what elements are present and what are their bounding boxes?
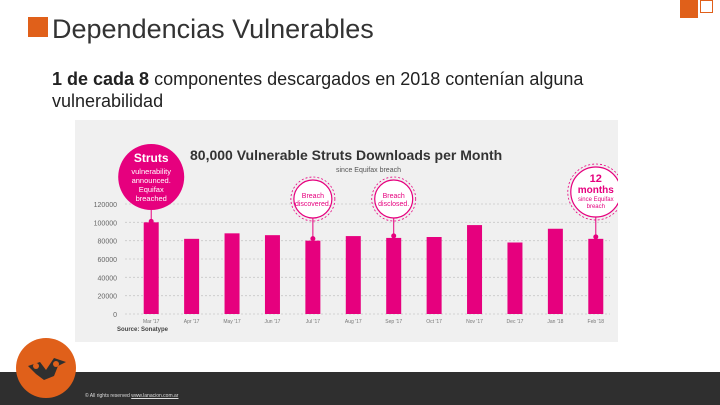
footer-copyright: © All rights reserved www.lanacion.com.a… (85, 393, 178, 399)
chart-subtitle: since Equifax breach (336, 167, 401, 174)
bar (547, 228, 563, 314)
annotation-text: discovered. (295, 201, 331, 208)
subtitle-bold-lead: 1 de cada 8 (52, 69, 150, 89)
chart-source: Source: Sonatype (117, 327, 169, 333)
x-tick-label: Feb '18 (588, 319, 605, 325)
bar (143, 222, 159, 314)
bar-chart: 80,000 Vulnerable Struts Downloads per M… (94, 144, 618, 333)
x-tick-label: Jun '17 (264, 319, 280, 325)
subtitle-text-line2: vulnerabilidad (52, 91, 164, 111)
x-tick-label: Oct '17 (426, 319, 442, 325)
bar (264, 235, 280, 314)
y-tick-label: 60000 (98, 257, 118, 264)
annotation-bubble (374, 179, 414, 219)
corner-decoration-outline (700, 0, 713, 13)
annotation-marker (148, 218, 154, 224)
annotation-text: disclosed. (378, 201, 409, 208)
footer-copyright-text: © All rights reserved (85, 393, 130, 399)
bar (305, 240, 321, 314)
annotation-text: Breach (302, 193, 324, 200)
bar (386, 237, 402, 314)
annotation-text: Breach (383, 193, 405, 200)
slide-subtitle: 1 de cada 8 componentes descargados en 2… (52, 68, 692, 112)
x-tick-label: Aug '17 (345, 319, 362, 325)
bar (588, 238, 604, 314)
x-tick-label: Jul '17 (306, 319, 321, 325)
annotation-marker (310, 236, 316, 242)
annotation-bubble (118, 144, 185, 210)
corner-decoration-square (680, 0, 698, 18)
annotation-marker (391, 233, 397, 239)
annotation-ring (371, 176, 417, 222)
annotation-text: breached (136, 194, 167, 203)
bar (345, 236, 361, 314)
annotation-text: announced. (132, 176, 171, 185)
y-tick-label: 120000 (94, 202, 117, 209)
chart-title: 80,000 Vulnerable Struts Downloads per M… (190, 147, 502, 163)
y-tick-label: 100000 (94, 220, 117, 227)
annotation-text: breach (587, 204, 605, 210)
y-tick-label: 40000 (98, 275, 118, 282)
subtitle-text: componentes descargados en 2018 contenía… (149, 69, 584, 89)
annotation-bubble (293, 179, 333, 219)
annotation-heading: Struts (134, 151, 169, 165)
x-tick-label: May '17 (223, 319, 241, 325)
x-tick-label: Mar '17 (143, 319, 160, 325)
company-logo-icon (16, 338, 76, 398)
annotation-ring (290, 176, 336, 222)
slide-title: Dependencias Vulnerables (52, 14, 374, 44)
annotation-marker (593, 234, 599, 240)
x-tick-label: Dec '17 (507, 319, 524, 325)
bar (426, 237, 442, 314)
annotation-heading: months (578, 185, 615, 196)
annotation-heading: 12 (590, 173, 602, 185)
x-tick-label: Nov '17 (466, 319, 483, 325)
footer-link[interactable]: www.lanacion.com.ar (131, 393, 179, 399)
bar (467, 225, 483, 314)
x-tick-label: Sep '17 (385, 319, 402, 325)
annotation-text: Equifax (139, 185, 164, 194)
x-tick-label: Jan '18 (547, 319, 563, 325)
annotation-text: since Equifax (578, 197, 614, 203)
annotation-bubble (570, 166, 618, 218)
annotation-text: vulnerability (131, 167, 171, 176)
title-bullet-square (28, 17, 48, 37)
bar (184, 238, 200, 314)
bar (507, 242, 523, 314)
bar (224, 233, 240, 314)
chart-panel: 80,000 Vulnerable Struts Downloads per M… (75, 120, 618, 342)
x-tick-label: Apr '17 (184, 319, 200, 325)
y-tick-label: 20000 (98, 294, 118, 301)
footer-bar (0, 372, 720, 405)
y-tick-label: 0 (113, 312, 117, 319)
y-tick-label: 80000 (98, 239, 118, 246)
